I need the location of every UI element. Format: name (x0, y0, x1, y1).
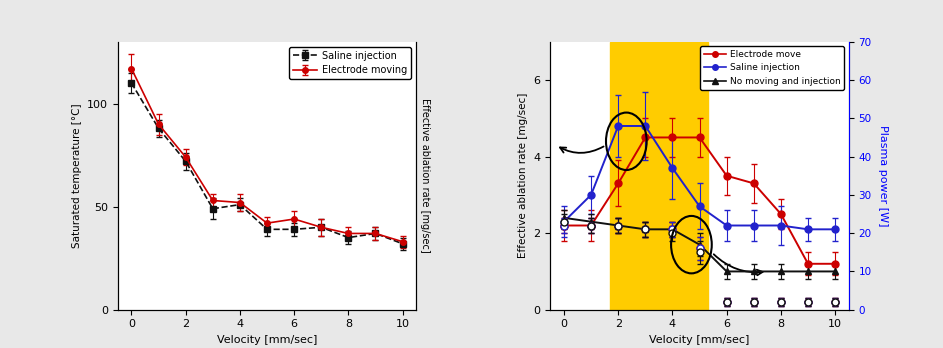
Y-axis label: Effective ablation rate [mg/sec]: Effective ablation rate [mg/sec] (518, 93, 528, 259)
Legend: Electrode move, Saline injection, No moving and injection: Electrode move, Saline injection, No mov… (700, 46, 844, 89)
X-axis label: Velocity [mm/sec]: Velocity [mm/sec] (650, 335, 750, 345)
Y-axis label: Saturated temperature [°C]: Saturated temperature [°C] (72, 103, 82, 248)
Y-axis label: Plasma power [W]: Plasma power [W] (878, 125, 888, 227)
Bar (610, 42, 707, 310)
Y-axis label: Effective ablation rate [mg/sec]: Effective ablation rate [mg/sec] (420, 98, 430, 253)
X-axis label: Velocity [mm/sec]: Velocity [mm/sec] (217, 335, 317, 345)
Legend: Saline injection, Electrode moving: Saline injection, Electrode moving (290, 47, 411, 79)
